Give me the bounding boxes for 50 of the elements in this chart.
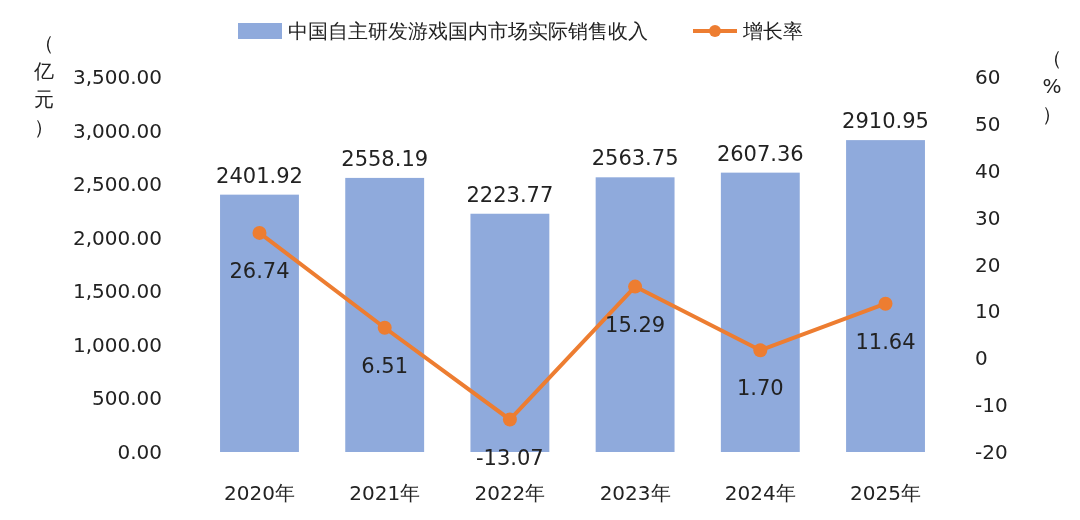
y-tick-label: 2,000.00: [72, 225, 162, 250]
y-tick-label: 3,500.00: [72, 65, 162, 89]
x-tick-label: 2020年: [224, 481, 295, 505]
data-label: 11.64: [855, 329, 916, 354]
bar: [846, 140, 925, 452]
point: [753, 343, 768, 358]
y-tick-label: 0.00: [117, 440, 162, 464]
y-tick-label: 2,500.00: [72, 172, 162, 197]
y-tick-label: 3,000.00: [72, 118, 162, 143]
y-axis-title: （亿元）: [33, 31, 54, 139]
y2-tick-label: 20: [975, 252, 1001, 277]
y2-tick-label: -10: [975, 393, 1008, 418]
y2-axis-title: （%）: [1042, 46, 1062, 126]
point: [878, 296, 893, 311]
y2-tick-label: 30: [975, 205, 1001, 230]
point: [252, 225, 267, 240]
data-label: 15.29: [605, 312, 666, 337]
x-tick-label: 2022年: [474, 481, 546, 505]
bar: [220, 194, 299, 452]
data-label: 2223.77: [466, 182, 554, 207]
data-label: -13.07: [476, 445, 544, 470]
y-tick-label: 500.00: [92, 386, 162, 411]
data-label: 26.74: [229, 258, 290, 283]
y2-tick-label: -20: [975, 440, 1008, 464]
point: [502, 412, 517, 427]
data-label: 1.70: [736, 376, 784, 401]
y2-tick-label: 40: [975, 158, 1001, 183]
data-label: 6.51: [361, 353, 409, 378]
data-label: 2558.19: [341, 146, 429, 171]
bar: [595, 177, 675, 452]
x-tick-label: 2021年: [349, 481, 421, 505]
bar: [720, 172, 800, 452]
data-label: 2563.75: [591, 146, 679, 171]
data-label: 2401.92: [216, 163, 303, 188]
point: [628, 279, 643, 294]
data-label: 2910.95: [842, 109, 929, 134]
point: [377, 320, 392, 335]
data-label: 2607.36: [716, 141, 804, 166]
x-tick-label: 2023年: [599, 481, 671, 505]
y2-tick-label: 60: [975, 65, 1001, 89]
y-tick-label: 1,500.00: [72, 279, 162, 304]
y2-tick-label: 50: [975, 111, 1001, 136]
y2-tick-label: 10: [975, 299, 1001, 324]
legend-label: 增长率: [742, 19, 803, 43]
x-tick-label: 2024年: [724, 481, 796, 505]
legend-label: 中国自主研发游戏国内市场实际销售收入: [288, 19, 648, 43]
x-tick-label: 2025年: [850, 481, 921, 505]
y-tick-label: 1,000.00: [72, 332, 162, 357]
y2-tick-label: 0: [975, 346, 988, 371]
bar: [345, 177, 425, 452]
